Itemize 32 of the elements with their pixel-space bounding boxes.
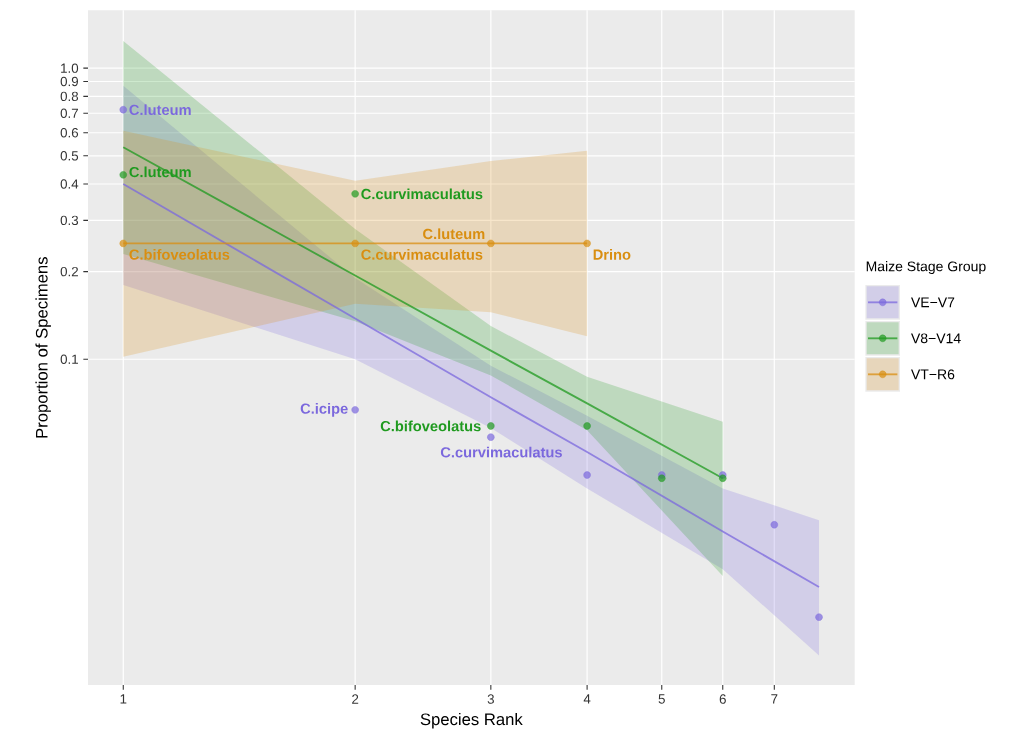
data-label: C.curvimaculatus (361, 188, 483, 200)
y-tick-label: 0.4 (60, 179, 79, 189)
data-label: C.luteum (423, 228, 485, 240)
y-tick-label: 0.9 (60, 76, 79, 87)
x-tick-label: 5 (658, 694, 665, 704)
legend-label: V8−V14 (911, 333, 961, 344)
y-tick-label: 0.3 (60, 215, 79, 226)
legend-title: Maize Stage Group (866, 261, 986, 275)
y-axis-title: Proportion of Specimens (35, 257, 51, 438)
x-tick-label: 1 (120, 694, 127, 704)
data-label: C.bifoveolatus (380, 420, 481, 432)
y-tick-label: 1.0 (61, 63, 79, 73)
legend-label: VT−R6 (911, 369, 955, 380)
data-label: C.luteum (129, 104, 191, 116)
y-tick-label: 0.6 (60, 128, 79, 138)
y-tick-label: 0.8 (60, 91, 79, 102)
y-tick-label: 0.5 (60, 151, 79, 161)
x-tick-label: 2 (352, 694, 359, 704)
data-label: C.curvimaculatus (361, 249, 483, 260)
y-tick-label: 0.7 (60, 108, 78, 118)
data-label: C.icipe (300, 403, 348, 417)
y-tick-label: 0.2 (60, 266, 78, 277)
data-label: Drino (593, 249, 631, 260)
x-tick-label: 4 (583, 694, 591, 704)
x-tick-label: 6 (719, 694, 726, 704)
x-tick-label: 7 (771, 694, 778, 704)
data-label: C.curvimaculatus (440, 446, 562, 458)
data-label: C.bifoveolatus (129, 249, 230, 260)
legend-label: VE−V7 (911, 297, 955, 308)
x-tick-label: 3 (487, 694, 494, 704)
x-axis-title: Species Rank (420, 712, 523, 729)
y-tick-label: 0.1 (60, 354, 78, 364)
